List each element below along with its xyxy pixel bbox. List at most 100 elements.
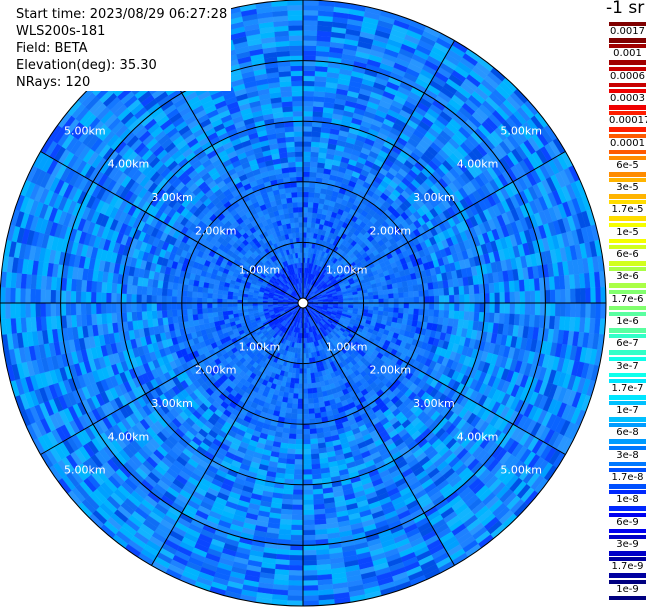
beta-cell (484, 302, 491, 313)
beta-cell (289, 560, 304, 566)
beta-cell (287, 392, 294, 399)
beta-cell (519, 291, 526, 304)
beta-cell (302, 433, 311, 440)
beta-cell (373, 294, 379, 300)
beta-cell (392, 312, 399, 319)
beta-cell (302, 121, 313, 127)
beta-cells (0, 0, 607, 607)
beta-cell (292, 499, 304, 506)
beta-cell (403, 291, 410, 298)
beta-cell (302, 418, 310, 425)
beta-cell (311, 387, 318, 394)
beta-cell (393, 297, 400, 304)
beta-cell (285, 463, 295, 470)
beta-cell (311, 382, 317, 389)
beta-cell (585, 302, 592, 319)
beta-cell (298, 388, 304, 395)
beta-cell (302, 484, 313, 491)
beta-cell (302, 570, 318, 576)
beta-cell (293, 469, 304, 475)
beta-cell (313, 407, 321, 414)
beta-cell (302, 181, 310, 188)
beta-cell (498, 313, 505, 325)
beta-cell (600, 286, 607, 304)
beta-cell (291, 519, 304, 526)
beta-cell (298, 378, 304, 384)
beta-cell (312, 202, 319, 209)
beta-cell (428, 309, 435, 317)
beta-cell (312, 488, 324, 495)
beta-cell (311, 141, 321, 148)
beta-cell (302, 428, 311, 435)
beta-cell (284, 412, 292, 419)
beta-cell (304, 343, 308, 349)
beta-cell (302, 110, 314, 117)
beta-cell (423, 296, 430, 304)
beta-cell (287, 443, 296, 450)
beta-cell (295, 433, 304, 440)
beta-cell (302, 50, 317, 57)
beta-cell (488, 312, 495, 324)
beta-cell (464, 294, 470, 304)
beta-cell (402, 313, 409, 320)
beta-cell (423, 302, 430, 310)
beta-cell (433, 309, 440, 318)
beta-cell (292, 489, 304, 496)
beta-cell (302, 454, 312, 460)
beta-cell (560, 289, 566, 304)
beta-cell (519, 302, 526, 315)
beta-cell (529, 302, 536, 316)
beta-cell (311, 131, 322, 138)
beta-cell (408, 308, 415, 315)
beta-cell (302, 25, 318, 31)
beta-cell (383, 293, 389, 299)
beta-cell (392, 287, 399, 294)
beta-cell (302, 580, 318, 586)
beta-cell (403, 297, 410, 304)
beta-cell (302, 459, 312, 465)
beta-cell (493, 312, 500, 324)
beta-cell (302, 115, 313, 122)
beta-cell (428, 302, 435, 311)
beta-cell (308, 186, 316, 193)
beta-cell (378, 302, 384, 308)
beta-cell (302, 65, 316, 72)
beta-cell (509, 291, 516, 304)
beta-cell (575, 302, 581, 318)
beta-cell (306, 222, 312, 228)
beta-cell (293, 383, 299, 389)
beta-cell (302, 156, 311, 162)
beta-cell (407, 285, 414, 293)
beta-cell (382, 289, 389, 295)
beta-cell (302, 126, 313, 132)
beta-cell (353, 297, 359, 301)
beta-cell (302, 479, 313, 485)
beta-cell (294, 449, 304, 455)
beta-cell (468, 284, 475, 295)
beta-cell (412, 284, 419, 292)
beta-cell (449, 294, 455, 304)
beta-cell (293, 479, 304, 485)
beta-cell (302, 4, 319, 11)
beta-cell (499, 292, 506, 304)
beta-cell (398, 307, 405, 314)
beta-cell (290, 529, 304, 536)
beta-cell (302, 9, 319, 16)
beta-cell (292, 504, 304, 511)
beta-cell (378, 294, 384, 300)
beta-cell (291, 403, 298, 410)
beta-cell (287, 585, 304, 592)
beta-cell (294, 464, 304, 470)
beta-cell (524, 302, 531, 316)
beta-cell (413, 296, 420, 304)
beta-cell (297, 398, 304, 405)
beta-cell (296, 418, 304, 425)
beta-cell (302, 469, 313, 475)
beta-cell (453, 286, 460, 296)
beta-cell (287, 590, 304, 597)
beta-cell (539, 290, 546, 304)
beta-cell (590, 287, 597, 304)
beta-cell (388, 293, 394, 299)
beta-cell (302, 161, 311, 167)
beta-cell (292, 494, 304, 501)
